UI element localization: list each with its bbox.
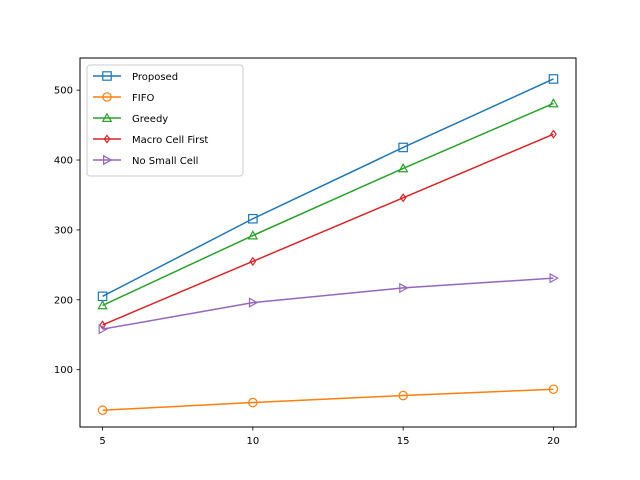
y-tick-label: 100 (54, 365, 73, 376)
legend-label: Proposed (132, 72, 178, 83)
y-tick-label: 200 (54, 295, 73, 306)
y-tick-label: 500 (54, 86, 73, 97)
legend-label: No Small Cell (132, 156, 198, 167)
legend: Proposed FIFO Greedy Macro Cell First No Sma… (87, 65, 243, 176)
x-tick-label: 20 (547, 436, 560, 447)
x-tick-label: 10 (246, 436, 259, 447)
y-tick-label: 400 (54, 156, 73, 167)
legend-label: Greedy (132, 114, 168, 125)
x-tick-label: 5 (99, 436, 105, 447)
y-tick-label: 300 (54, 225, 73, 236)
legend-label: Macro Cell First (132, 135, 208, 146)
legend-label: FIFO (132, 93, 154, 104)
x-tick-label: 15 (397, 436, 410, 447)
